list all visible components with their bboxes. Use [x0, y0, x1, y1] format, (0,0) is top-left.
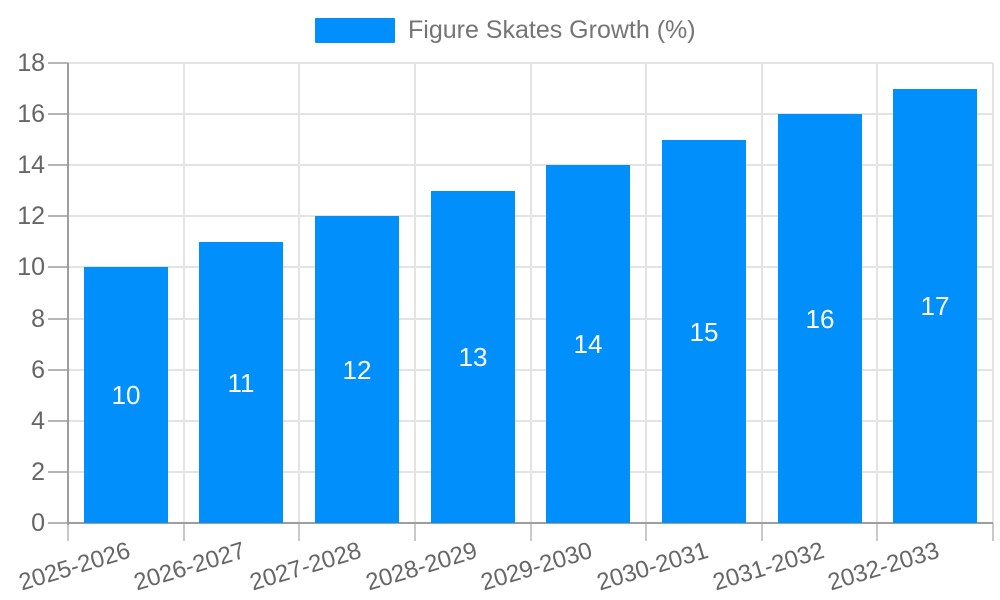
y-axis-tick-label: 8: [31, 305, 45, 333]
bar-2026-2027[interactable]: [199, 242, 283, 523]
y-axis-tick-label: 12: [17, 202, 45, 230]
x-axis-tick: [992, 523, 994, 541]
bar-2025-2026[interactable]: [84, 267, 168, 523]
y-axis-tick: [48, 471, 68, 473]
bar-2027-2028[interactable]: [315, 216, 399, 523]
bar-2028-2029[interactable]: [431, 191, 515, 523]
y-axis-tick-label: 2: [31, 458, 45, 486]
x-axis-tick: [67, 523, 69, 541]
bar-2029-2030[interactable]: [546, 165, 630, 523]
y-axis-tick-label: 14: [17, 151, 45, 179]
x-axis-line: [68, 522, 993, 524]
y-axis-tick-label: 10: [17, 253, 45, 281]
y-axis-tick: [48, 420, 68, 422]
x-gridline: [530, 63, 532, 523]
y-axis-tick: [48, 62, 68, 64]
x-axis-category-label: 2031-2032: [709, 537, 828, 597]
y-axis-tick: [48, 369, 68, 371]
y-axis-tick-label: 18: [17, 49, 45, 77]
y-axis-tick: [48, 164, 68, 166]
x-axis-tick: [761, 523, 763, 541]
x-axis-tick: [876, 523, 878, 541]
y-axis-tick-label: 16: [17, 100, 45, 128]
y-axis-tick: [48, 522, 68, 524]
x-gridline: [645, 63, 647, 523]
x-axis-tick: [414, 523, 416, 541]
x-axis-category-label: 2026-2027: [130, 537, 249, 597]
y-axis-tick: [48, 215, 68, 217]
y-axis-tick: [48, 266, 68, 268]
legend[interactable]: Figure Skates Growth (%): [315, 18, 696, 43]
x-axis-category-label: 2030-2031: [593, 537, 712, 597]
x-axis-tick: [645, 523, 647, 541]
x-axis-category-label: 2027-2028: [246, 537, 365, 597]
x-gridline: [183, 63, 185, 523]
y-axis-tick-label: 0: [31, 509, 45, 537]
x-axis-category-label: 2032-2033: [824, 537, 943, 597]
y-axis-tick-label: 4: [31, 407, 45, 435]
x-axis-tick: [298, 523, 300, 541]
legend-label: Figure Skates Growth (%): [408, 16, 696, 44]
x-gridline: [876, 63, 878, 523]
bar-2031-2032[interactable]: [778, 114, 862, 523]
bar-2030-2031[interactable]: [662, 140, 746, 523]
x-gridline: [298, 63, 300, 523]
x-gridline: [992, 63, 994, 523]
x-gridline: [414, 63, 416, 523]
legend-swatch-icon: [315, 18, 395, 43]
x-gridline: [761, 63, 763, 523]
y-axis-tick: [48, 113, 68, 115]
bar-2032-2033[interactable]: [893, 89, 977, 523]
x-axis-tick: [530, 523, 532, 541]
y-axis-tick: [48, 318, 68, 320]
y-axis-tick-label: 6: [31, 356, 45, 384]
x-axis-tick: [183, 523, 185, 541]
x-axis-category-label: 2029-2030: [477, 537, 596, 597]
y-axis-line: [67, 63, 69, 525]
x-axis-category-label: 2025-2026: [15, 537, 134, 597]
x-axis-category-label: 2028-2029: [362, 537, 481, 597]
